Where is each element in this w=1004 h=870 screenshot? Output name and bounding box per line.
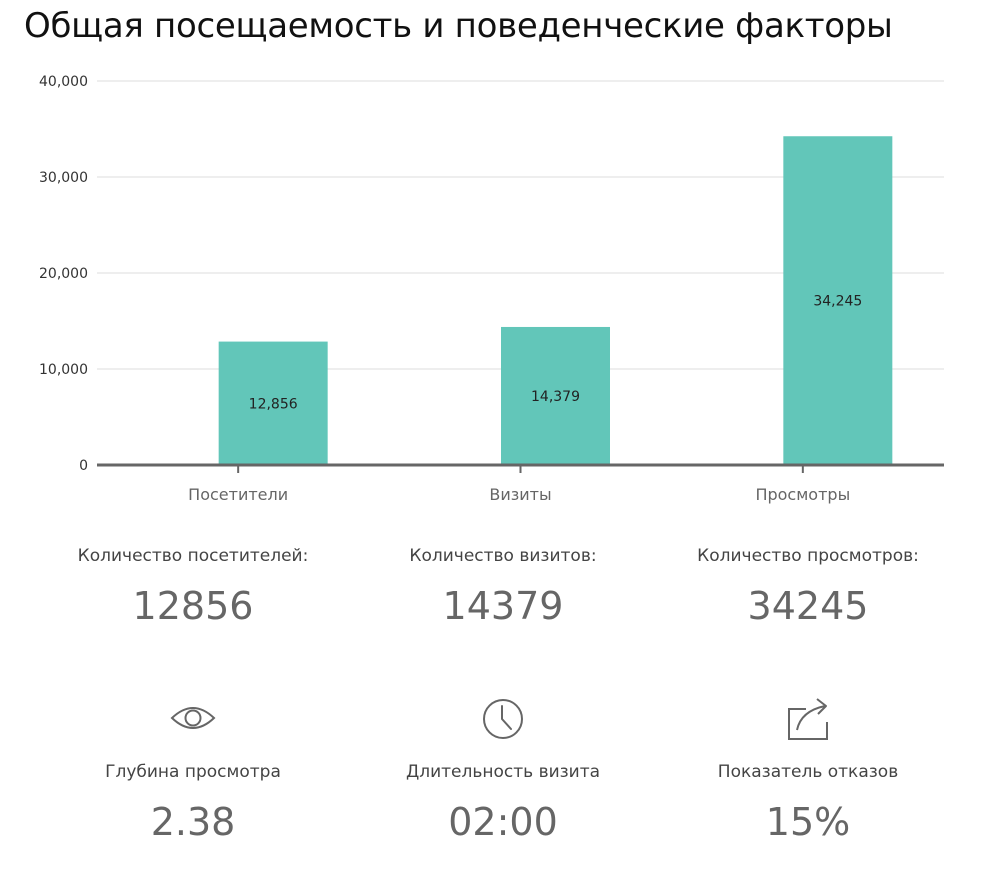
bar-value-label: 12,856	[249, 396, 298, 412]
metric-depth-value: 2.38	[150, 800, 236, 844]
eye-icon	[170, 707, 216, 729]
x-axis-ticks: Посетители Визиты Просмотры	[188, 485, 850, 504]
y-axis-ticks: 0 10,000 20,000 30,000 40,000	[39, 74, 88, 474]
stat-pageviews: Количество просмотров: 34245	[658, 546, 958, 628]
metric-duration: Длительность визита 02:00	[353, 696, 653, 844]
stat-visitors-label: Количество посетителей:	[77, 546, 309, 566]
page-title: Общая посещаемость и поведенческие факто…	[24, 6, 893, 46]
y-tick-label: 0	[79, 458, 88, 474]
x-tick-label: Просмотры	[755, 485, 850, 504]
metric-depth: Глубина просмотра 2.38	[43, 696, 343, 844]
metric-bounce: Показатель отказов 15%	[658, 696, 958, 844]
metric-bounce-label: Показатель отказов	[717, 762, 899, 782]
bar-value-label: 14,379	[531, 389, 580, 405]
bar	[501, 326, 610, 465]
stat-visitors: Количество посетителей: 12856	[43, 546, 343, 628]
share-icon	[788, 698, 828, 740]
stat-visits-label: Количество визитов:	[409, 546, 597, 566]
x-tick-label: Визиты	[489, 485, 551, 504]
metric-depth-label: Глубина просмотра	[105, 762, 281, 782]
x-tick-label: Посетители	[188, 485, 288, 504]
chart-bars: 12,856 14,379 34,245	[218, 136, 893, 466]
stat-visitors-value: 12856	[132, 584, 254, 628]
stat-visits: Количество визитов: 14379	[353, 546, 653, 628]
metric-duration-label: Длительность визита	[405, 762, 601, 782]
bar	[218, 341, 328, 465]
metric-bounce-value: 15%	[765, 800, 851, 844]
stat-visits-value: 14379	[442, 584, 564, 628]
x-axis	[97, 463, 944, 473]
y-tick-label: 40,000	[39, 74, 88, 90]
y-tick-label: 20,000	[39, 266, 88, 282]
stat-pageviews-label: Количество просмотров:	[697, 546, 919, 566]
bar-value-label: 34,245	[813, 294, 862, 310]
clock-icon	[483, 699, 523, 739]
metric-duration-value: 02:00	[448, 800, 558, 844]
y-tick-label: 30,000	[39, 170, 88, 186]
bar	[783, 136, 893, 466]
stat-pageviews-value: 34245	[747, 584, 869, 628]
bar-chart: 0 10,000 20,000 30,000 40,000 12,856 14,379 34…	[39, 74, 944, 504]
y-tick-label: 10,000	[39, 362, 88, 378]
